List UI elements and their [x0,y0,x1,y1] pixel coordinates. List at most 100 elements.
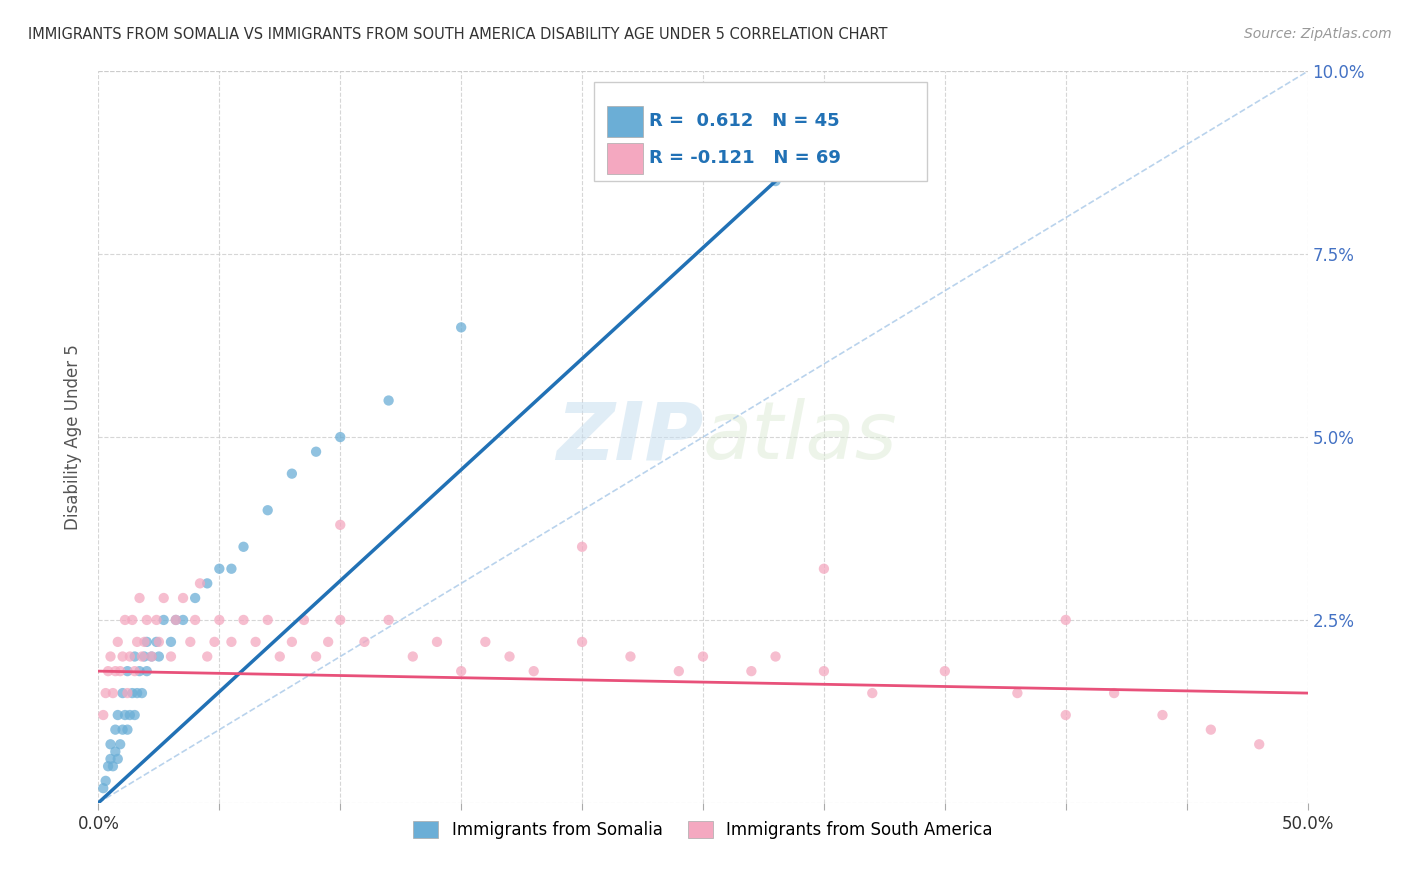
Point [195,576,218,591]
Point [571,540,593,554]
Point [1249,737,1271,751]
Point [145,613,167,627]
Point [860,686,883,700]
Point [124,708,146,723]
Point [94,773,117,788]
Point [1152,708,1174,723]
Point [121,686,143,700]
Point [134,649,156,664]
Point [97,664,120,678]
Point [221,635,243,649]
Text: ZIP: ZIP [555,398,703,476]
Point [232,613,254,627]
Point [179,635,201,649]
Point [118,708,141,723]
Point [114,613,136,627]
Point [165,613,187,627]
Point [111,686,134,700]
Point [111,723,134,737]
Point [101,686,124,700]
Point [221,562,243,576]
Point [305,649,328,664]
Point [104,664,127,678]
Point [329,517,352,532]
Point [127,686,149,700]
Point [148,635,170,649]
Point [619,649,641,664]
Point [765,174,787,188]
Point [107,752,129,766]
Point [114,708,136,723]
Point [329,430,352,444]
Point [94,686,117,700]
Point [97,759,120,773]
Point [100,752,122,766]
Point [498,649,520,664]
Point [668,664,690,678]
FancyBboxPatch shape [607,143,643,174]
FancyBboxPatch shape [607,106,643,137]
Point [474,635,496,649]
Point [111,649,134,664]
Point [108,737,131,751]
Point [692,649,714,664]
Point [813,562,835,576]
Point [450,320,472,334]
Point [353,635,375,649]
Point [377,393,399,408]
Point [765,649,787,664]
Point [329,613,352,627]
Point [128,664,150,678]
Point [100,737,122,751]
Point [172,613,194,627]
Point [208,562,231,576]
Point [124,649,146,664]
Point [135,664,157,678]
Point [450,664,472,678]
Point [402,649,425,664]
Point [232,540,254,554]
Point [101,759,124,773]
Point [91,781,114,796]
Point [305,444,328,458]
Point [195,649,218,664]
Text: Source: ZipAtlas.com: Source: ZipAtlas.com [1244,27,1392,41]
Point [426,635,449,649]
Point [1007,686,1029,700]
Point [118,649,141,664]
Point [127,635,149,649]
Point [571,635,593,649]
Point [117,686,139,700]
Point [107,635,129,649]
Point [208,613,231,627]
Point [152,591,174,605]
Point [108,664,131,678]
Point [1054,613,1077,627]
Point [165,613,187,627]
Text: IMMIGRANTS FROM SOMALIA VS IMMIGRANTS FROM SOUTH AMERICA DISABILITY AGE UNDER 5 : IMMIGRANTS FROM SOMALIA VS IMMIGRANTS FR… [28,27,887,42]
Point [104,745,127,759]
Point [145,635,167,649]
Point [1199,723,1222,737]
Point [813,664,835,678]
Point [292,613,315,627]
Point [121,613,143,627]
Point [184,613,207,627]
Point [135,635,157,649]
Point [124,664,146,678]
Legend: Immigrants from Somalia, Immigrants from South America: Immigrants from Somalia, Immigrants from… [406,814,1000,846]
Point [148,649,170,664]
Point [523,664,546,678]
Point [91,708,114,723]
Point [152,613,174,627]
Point [141,649,163,664]
Point [1102,686,1125,700]
Point [141,649,163,664]
FancyBboxPatch shape [595,82,927,181]
Point [204,635,226,649]
Point [134,635,156,649]
Point [184,591,207,605]
Point [135,613,157,627]
Point [107,708,129,723]
Point [117,664,139,678]
